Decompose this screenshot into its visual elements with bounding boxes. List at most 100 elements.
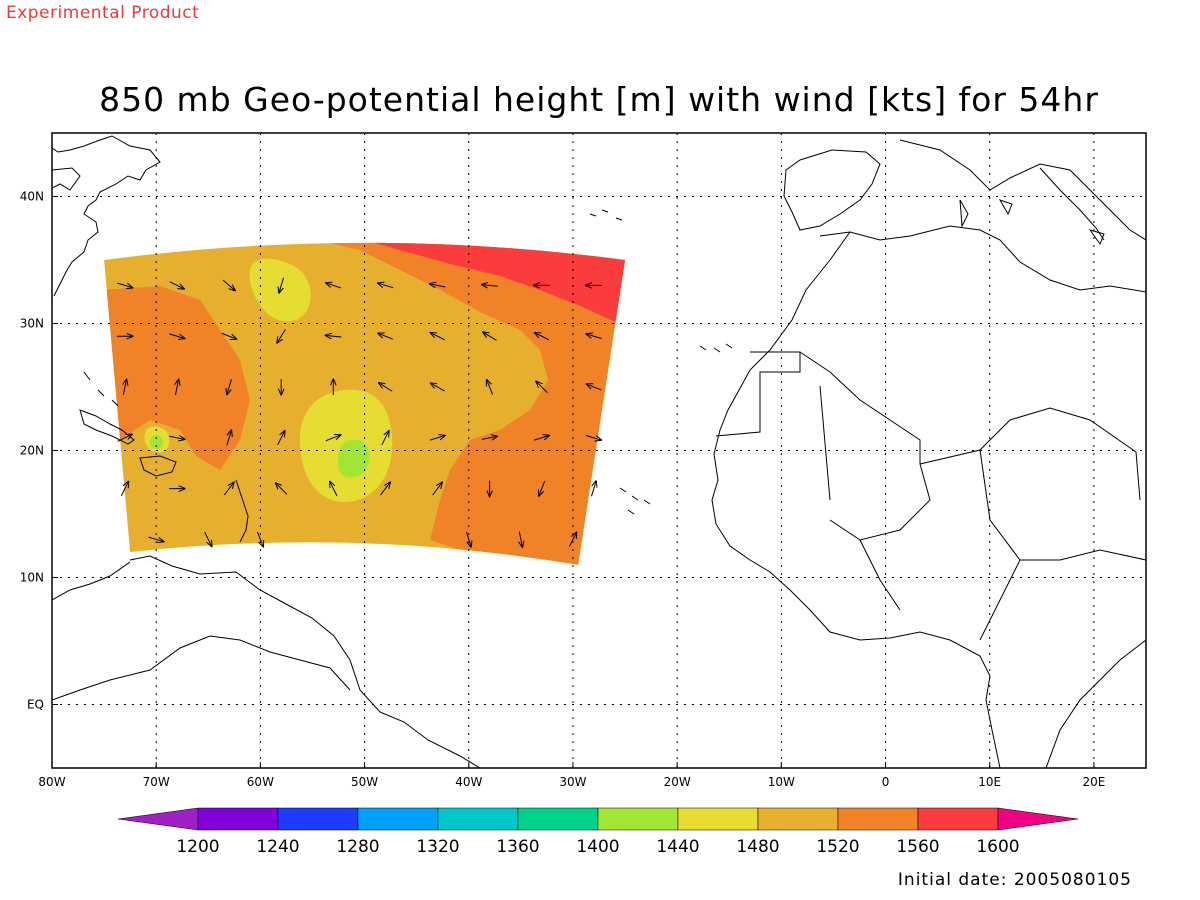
south-america-interior [52, 635, 351, 701]
wind-arrow [222, 279, 235, 291]
wind-vectors [116, 277, 602, 548]
colorbar-label: 1400 [576, 837, 619, 857]
lon-tick-label: 20E [1082, 775, 1105, 789]
longitude-labels: 80W 70W 60W 50W 40W 30W 20W 10W 0 10E 20E [38, 762, 1105, 789]
height-region [144, 426, 170, 453]
wind-arrow [169, 281, 184, 289]
colorbar: 1200 1240 1280 1320 1360 1400 1440 1480 1520 1560… [117, 807, 1079, 857]
wind-arrow [169, 436, 185, 439]
wind-arrow [223, 482, 234, 496]
colorbar-swatch [277, 807, 359, 831]
africa-east-coast [1045, 639, 1146, 768]
wind-arrow [533, 436, 549, 441]
wind-arrow [204, 532, 212, 546]
wind-arrow [487, 380, 494, 395]
wind-arrow [256, 531, 263, 547]
africa-coast [711, 225, 1146, 768]
colorbar-swatch [917, 807, 999, 831]
lon-tick-label: 20W [664, 775, 691, 789]
lat-tick-label: 20N [20, 444, 44, 458]
bahamas [83, 371, 119, 407]
colorbar-swatch [517, 807, 599, 831]
wind-arrow [378, 333, 394, 340]
hispaniola-coast [139, 455, 177, 477]
colorbar-swatch [597, 807, 679, 831]
mediterranean-islands [959, 199, 1105, 246]
wind-arrow [380, 482, 391, 496]
wind-arrow [535, 333, 550, 341]
wind-arrow [277, 329, 286, 343]
lon-tick-label: 10E [978, 775, 1001, 789]
wind-arrow [586, 384, 602, 391]
map-grid [52, 133, 1146, 768]
colorbar-label: 1280 [336, 837, 379, 857]
canary-islands [699, 343, 733, 353]
wind-arrow [381, 431, 389, 446]
lesser-antilles [235, 479, 249, 543]
wind-arrow [379, 383, 393, 392]
colorbar-label: 1560 [896, 837, 939, 857]
central-america-coast [52, 561, 131, 601]
wind-arrow [123, 379, 126, 395]
wind-arrow [465, 531, 471, 547]
wind-arrow [120, 481, 128, 496]
colorbar-swatch [837, 807, 919, 831]
height-region [150, 435, 163, 449]
colorbar-label: 1440 [656, 837, 699, 857]
wind-arrow [482, 285, 498, 287]
colorbar-high-extension [997, 807, 1079, 831]
colorbar-swatch [197, 807, 279, 831]
wind-arrow [169, 333, 184, 339]
africa-borders [715, 351, 1146, 641]
wind-arrow [221, 332, 237, 339]
initial-date: Initial date: 2005080105 [897, 870, 1132, 890]
wind-arrow [430, 284, 446, 287]
wind-arrow [481, 436, 498, 439]
colorbar-swatch [677, 807, 759, 831]
colorbar-label: 1360 [496, 837, 539, 857]
coastlines [52, 135, 1146, 768]
wind-arrow [430, 333, 445, 341]
north-america-coast [52, 135, 161, 297]
cape-verde [619, 487, 651, 515]
wind-arrow [227, 379, 232, 394]
wind-arrow [276, 483, 288, 495]
colorbar-swatch [437, 807, 519, 831]
cuba-coast [79, 409, 135, 445]
wind-arrow [330, 481, 338, 496]
wind-arrow [585, 435, 601, 441]
map-title: 850 mb Geo-potential height [m] with win… [99, 80, 1099, 119]
product-label: Experimental Product [6, 3, 200, 23]
lon-tick-label: 60W [247, 775, 274, 789]
colorbar-label: 1200 [176, 837, 219, 857]
height-region [350, 242, 626, 326]
lon-tick-label: 30W [559, 775, 586, 789]
colorbar-label: 1600 [976, 837, 1019, 857]
wind-arrow [432, 482, 443, 496]
colorbar-swatch [757, 807, 839, 831]
lon-tick-label: 40W [455, 775, 482, 789]
wind-arrow [117, 434, 132, 442]
wind-arrow [591, 481, 596, 497]
colorbar-low-extension [117, 807, 199, 831]
colorbar-swatch [357, 807, 439, 831]
wind-arrow [519, 531, 522, 548]
wind-arrow [483, 332, 497, 341]
europe-coast [899, 139, 1146, 241]
colorbar-label: 1320 [416, 837, 459, 857]
lon-tick-label: 50W [351, 775, 378, 789]
lat-tick-label: 30N [20, 317, 44, 331]
lon-tick-label: 10W [768, 775, 795, 789]
colorbar-label: 1480 [736, 837, 779, 857]
wind-arrow [431, 383, 445, 392]
wind-arrow [429, 436, 445, 441]
wind-arrow [378, 283, 394, 289]
iberia-coast [783, 149, 881, 231]
wind-arrow [226, 430, 232, 446]
colorbar-label: 1240 [256, 837, 299, 857]
wind-arrow [325, 435, 341, 442]
azores [589, 209, 623, 221]
wind-arrow [325, 335, 342, 337]
wind-arrow [117, 282, 132, 288]
